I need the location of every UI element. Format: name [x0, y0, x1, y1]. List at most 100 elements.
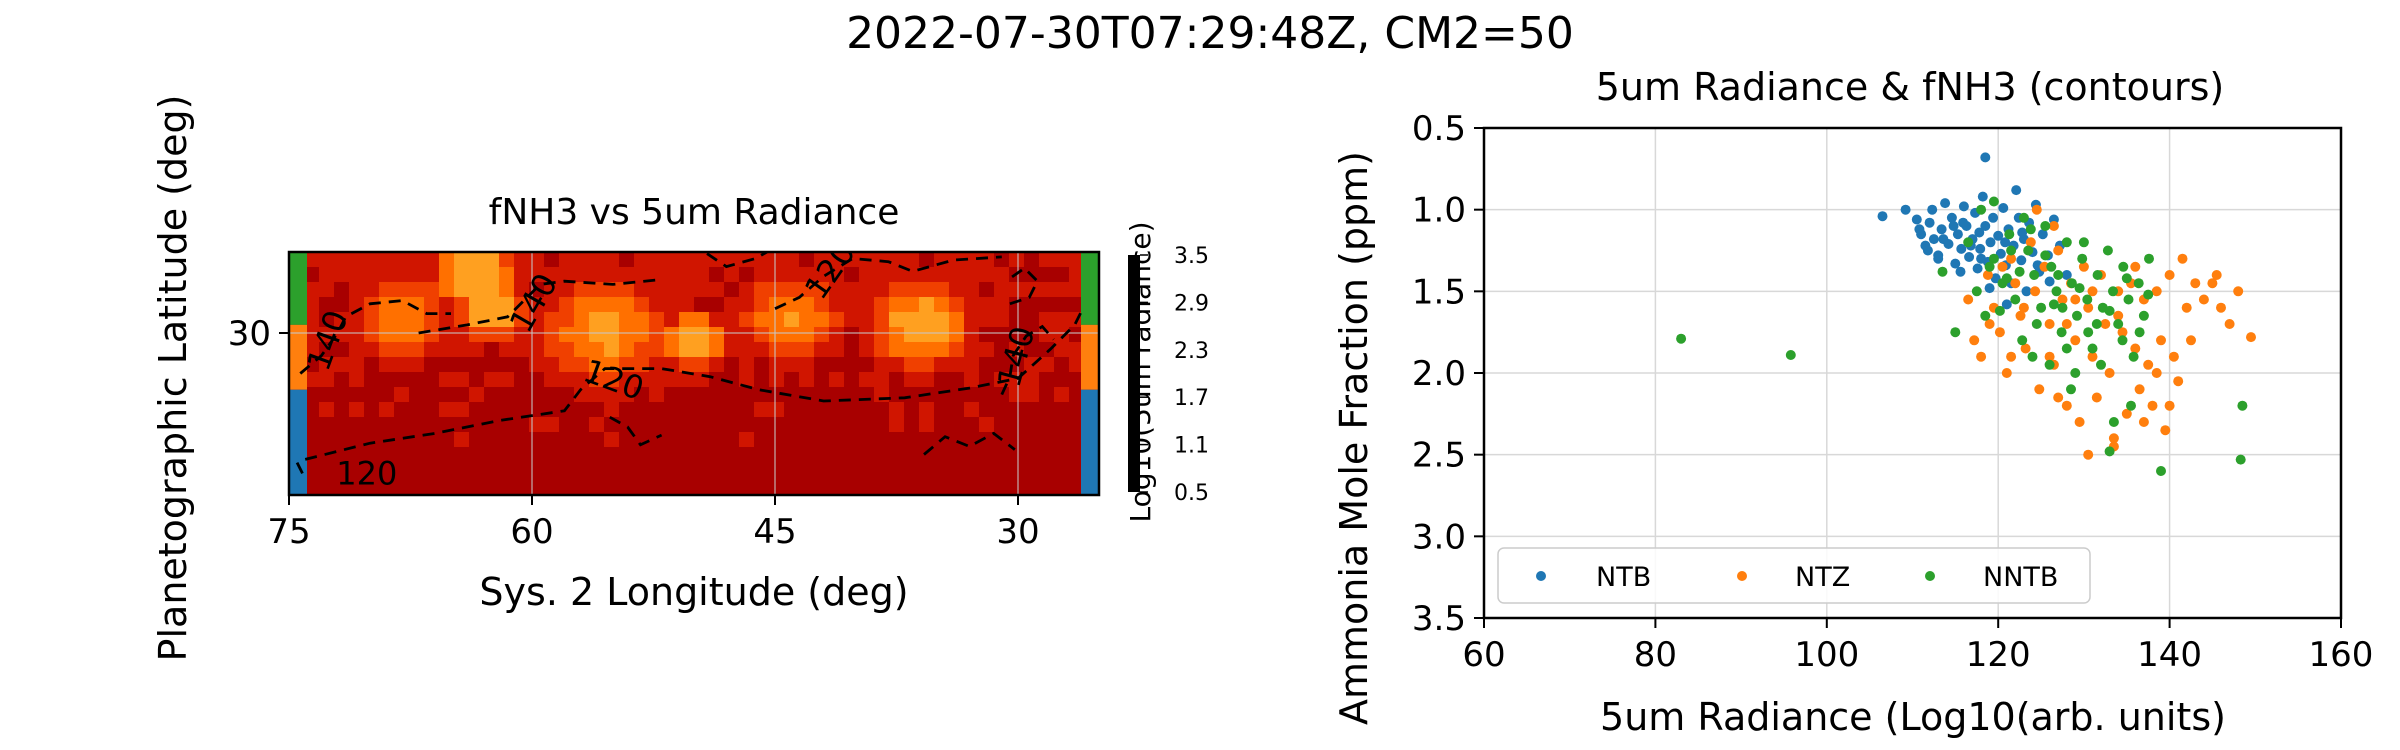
heatmap-cell — [889, 417, 905, 433]
heatmap-y-axis-label: Planetographic Latitude (deg) — [151, 95, 195, 662]
heatmap-cell — [799, 267, 815, 283]
heatmap-frame — [287, 250, 1101, 497]
heatmap-cell — [649, 267, 665, 283]
heatmap-cell — [574, 342, 590, 358]
heatmap-cell — [454, 462, 470, 478]
heatmap-cell — [439, 252, 455, 268]
heatmap-cell — [679, 327, 695, 343]
heatmap-cell — [514, 252, 530, 268]
heatmap-cell — [349, 462, 365, 478]
heatmap-cell — [784, 312, 800, 328]
heatmap-cell — [964, 402, 980, 418]
point-ntb — [1974, 227, 1985, 238]
point-ntb — [1956, 243, 1967, 254]
point-nntb — [2048, 299, 2059, 310]
legend-label-ntz: NTZ — [1795, 562, 1850, 593]
heatmap-cell — [814, 462, 830, 478]
point-ntz — [2083, 449, 2094, 460]
point-nntb — [2040, 250, 2051, 261]
heatmap-cell — [604, 297, 620, 313]
point-nntb — [2143, 289, 2154, 300]
heatmap-cell — [664, 432, 680, 448]
heatmap-cell — [964, 477, 980, 493]
heatmap-cell — [604, 372, 620, 388]
heatmap-cell — [739, 417, 755, 433]
heatmap-cell — [754, 477, 770, 493]
heatmap-cell — [634, 492, 650, 495]
heatmap-cell — [709, 297, 725, 313]
heatmap-cell — [709, 282, 725, 298]
heatmap-cell — [859, 417, 875, 433]
heatmap-cell — [934, 342, 950, 358]
heatmap-cell — [874, 342, 890, 358]
heatmap-cell — [769, 312, 785, 328]
heatmap-cell — [574, 372, 590, 388]
heatmap-cell — [769, 342, 785, 358]
heatmap-cell — [799, 252, 815, 268]
heatmap-cell — [979, 282, 995, 298]
heatmap-cell — [814, 417, 830, 433]
heatmap-cell — [679, 447, 695, 463]
heatmap-cell — [1039, 267, 1055, 283]
heatmap-cell — [859, 462, 875, 478]
heatmap-cell — [709, 417, 725, 433]
point-ntz — [2025, 237, 2036, 248]
heatmap-cell — [919, 327, 935, 343]
heatmap-cell — [649, 417, 665, 433]
heatmap-cell — [469, 357, 485, 373]
heatmap-cell — [904, 252, 920, 268]
heatmap-cell — [889, 477, 905, 493]
point-ntb — [1958, 217, 1969, 228]
heatmap-cell — [1039, 372, 1055, 388]
heatmap-cell — [964, 357, 980, 373]
heatmap-cell — [514, 297, 530, 313]
heatmap-cell — [589, 447, 605, 463]
point-ntz — [2070, 335, 2081, 346]
point-ntz — [2048, 221, 2059, 231]
heatmap-cell — [499, 387, 515, 403]
heatmap-x-tick-label: 75 — [267, 512, 310, 552]
point-ntz — [2151, 368, 2162, 378]
point-ntz — [2160, 425, 2171, 436]
heatmap-cell — [1039, 417, 1055, 433]
heatmap-cell — [514, 432, 530, 448]
heatmap-cell — [394, 387, 410, 403]
heatmap-cell — [559, 267, 575, 283]
heatmap-cell — [604, 402, 620, 418]
point-ntb — [2044, 276, 2055, 287]
heatmap-cell — [379, 462, 395, 478]
heatmap-cell — [574, 282, 590, 298]
point-ntb — [1955, 266, 1966, 277]
heatmap-cell — [1054, 312, 1070, 328]
heatmap-cell — [349, 432, 365, 448]
heatmap-cell — [619, 432, 635, 448]
heatmap-cell — [724, 267, 740, 283]
heatmap-cell — [589, 432, 605, 448]
point-ntz — [2173, 376, 2184, 387]
heatmap-cell — [904, 372, 920, 388]
heatmap-cell — [1039, 312, 1055, 328]
heatmap-cell — [424, 312, 440, 328]
heatmap-cell — [394, 357, 410, 373]
point-ntz — [2078, 261, 2089, 272]
point-nntb — [2087, 343, 2098, 354]
heatmap-cell — [574, 402, 590, 418]
heatmap-cell — [604, 387, 620, 403]
heatmap-cell — [619, 252, 635, 268]
heatmap-cell — [604, 447, 620, 463]
heatmap-cell — [589, 357, 605, 373]
heatmap-cell — [979, 402, 995, 418]
heatmap-cell — [814, 267, 830, 283]
heatmap-cell — [994, 267, 1010, 283]
heatmap-cell — [904, 327, 920, 343]
heatmap-cell — [589, 312, 605, 328]
heatmap-cell — [859, 342, 875, 358]
heatmap-cell — [1024, 477, 1040, 493]
point-ntz — [2168, 351, 2179, 362]
heatmap-cell — [364, 402, 380, 418]
contour-line — [923, 431, 1016, 456]
heatmap-cell — [559, 447, 575, 463]
heatmap-cell — [319, 387, 335, 403]
heatmap-cell — [454, 477, 470, 493]
point-nntb — [2061, 343, 2072, 354]
